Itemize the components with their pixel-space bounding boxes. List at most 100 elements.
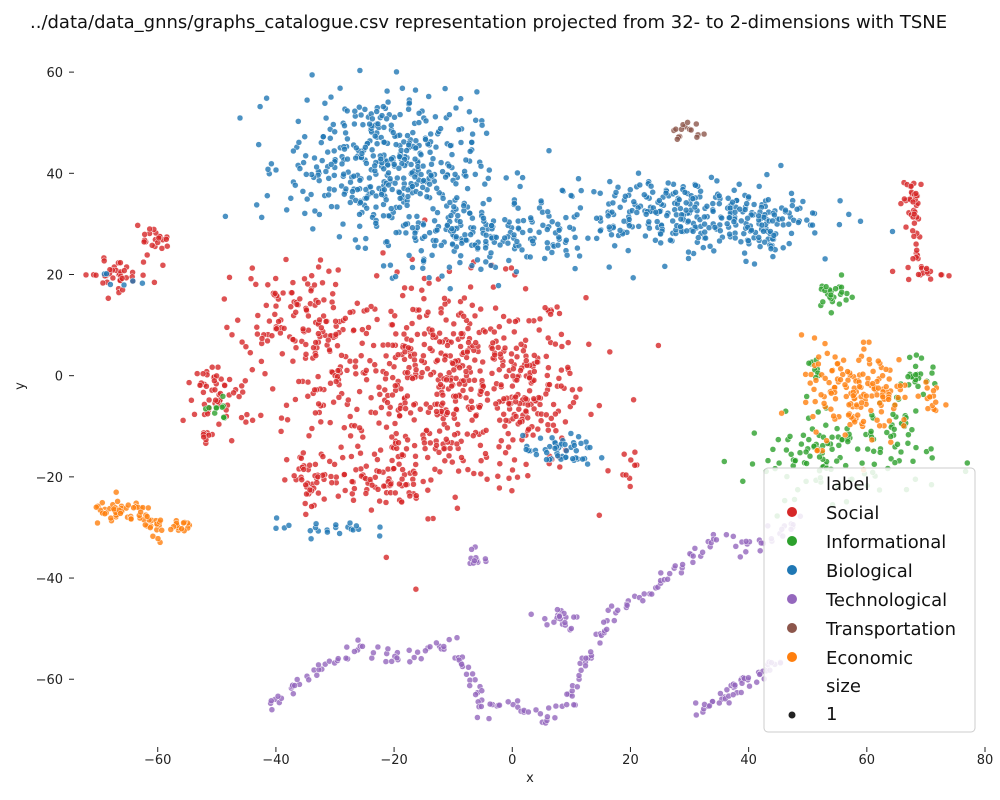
point-biological: [567, 192, 575, 199]
point-social: [331, 461, 338, 468]
point-social: [556, 463, 564, 471]
point-biological: [501, 234, 508, 242]
point-biological: [380, 139, 388, 146]
point-economic: [93, 503, 100, 511]
point-biological: [325, 191, 332, 199]
point-social: [516, 418, 524, 426]
point-biological: [479, 200, 487, 207]
point-biological: [836, 197, 844, 205]
point-social: [357, 352, 365, 359]
point-social: [497, 381, 505, 389]
point-social: [307, 287, 315, 295]
point-biological: [437, 125, 444, 132]
point-technological: [730, 533, 737, 540]
point-technological: [405, 647, 413, 654]
point-social: [531, 352, 538, 359]
point-social: [452, 375, 460, 382]
point-economic: [845, 411, 852, 419]
point-biological: [795, 219, 802, 226]
point-social: [226, 376, 233, 383]
point-biological: [501, 216, 509, 223]
point-social: [476, 404, 483, 411]
point-biological: [496, 241, 504, 249]
point-social: [911, 219, 918, 227]
point-technological: [525, 708, 532, 716]
point-biological: [522, 446, 530, 453]
point-biological: [652, 208, 660, 216]
point-technological: [410, 654, 418, 661]
point-social: [303, 306, 310, 314]
point-social: [368, 506, 375, 514]
point-biological: [333, 203, 341, 211]
point-social: [477, 305, 484, 313]
point-technological: [440, 643, 448, 650]
point-biological: [416, 190, 424, 197]
point-biological: [388, 186, 396, 193]
point-informational: [908, 426, 916, 433]
point-social: [347, 432, 354, 440]
point-economic: [821, 375, 829, 382]
point-biological: [425, 274, 433, 281]
point-social: [191, 411, 198, 418]
point-economic: [127, 515, 135, 523]
point-biological: [561, 441, 569, 448]
point-biological: [307, 191, 315, 198]
point-social: [230, 389, 237, 397]
point-social: [495, 443, 503, 451]
point-social: [470, 470, 478, 477]
point-social: [234, 316, 241, 324]
point-technological: [556, 613, 563, 620]
y-tick-label: 40: [46, 167, 63, 182]
point-social: [320, 312, 327, 320]
point-social: [283, 402, 290, 409]
point-social: [279, 289, 287, 297]
legend: label Social Informational Biological Techn…: [763, 467, 976, 733]
point-biological: [809, 221, 816, 229]
point-social: [252, 281, 260, 288]
point-social: [411, 470, 419, 477]
point-biological: [420, 177, 427, 184]
point-social: [82, 271, 90, 279]
point-biological: [577, 204, 584, 212]
point-biological: [398, 160, 406, 167]
chart-title: ../data/data_gnns/graphs_catalogue.csv r…: [30, 12, 947, 33]
point-biological: [683, 227, 690, 235]
point-biological: [378, 191, 385, 198]
point-technological: [544, 713, 551, 721]
point-biological: [723, 220, 731, 228]
point-social: [544, 421, 552, 428]
point-biological: [303, 195, 311, 203]
point-social: [239, 388, 246, 396]
point-social: [384, 465, 392, 473]
point-biological: [544, 226, 551, 233]
point-social: [917, 181, 925, 188]
point-economic: [897, 382, 904, 390]
point-social: [410, 416, 418, 424]
point-social: [92, 271, 100, 279]
point-biological: [390, 161, 398, 168]
point-technological: [482, 555, 489, 563]
point-technological: [640, 590, 648, 598]
point-biological: [520, 217, 527, 224]
point-social: [472, 412, 480, 420]
point-social: [346, 413, 354, 420]
point-social: [155, 234, 163, 242]
point-biological: [412, 86, 419, 94]
point-biological: [575, 433, 582, 440]
point-social: [366, 476, 374, 483]
point-biological: [322, 168, 330, 175]
point-transportation: [674, 136, 681, 143]
point-social: [401, 399, 409, 407]
point-informational: [749, 460, 756, 468]
point-technological: [639, 597, 647, 604]
point-biological: [396, 204, 403, 211]
point-biological: [428, 161, 435, 168]
point-social: [348, 478, 356, 485]
point-biological: [718, 214, 725, 222]
point-biological: [606, 223, 613, 231]
point-social: [500, 395, 508, 403]
point-social: [441, 300, 449, 308]
point-biological: [437, 159, 445, 166]
point-social: [542, 390, 550, 398]
